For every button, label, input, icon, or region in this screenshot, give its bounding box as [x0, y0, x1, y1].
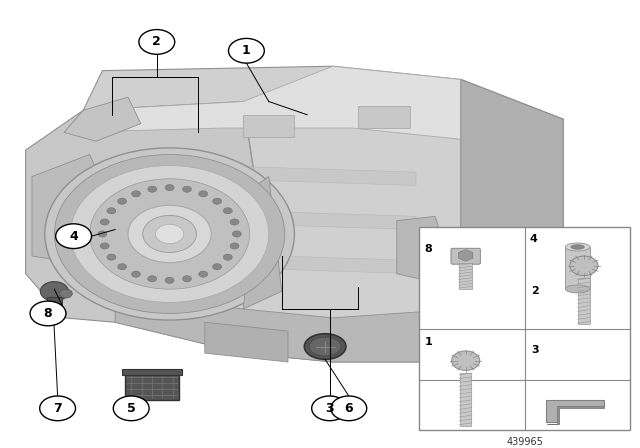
Circle shape	[128, 205, 211, 263]
Circle shape	[230, 243, 239, 249]
Polygon shape	[83, 66, 563, 362]
Circle shape	[331, 396, 367, 421]
Circle shape	[70, 166, 269, 302]
Circle shape	[182, 186, 191, 192]
Circle shape	[143, 215, 196, 253]
Text: 2: 2	[531, 286, 539, 297]
Text: 3: 3	[531, 345, 539, 355]
Polygon shape	[243, 177, 282, 309]
Circle shape	[98, 231, 107, 237]
Circle shape	[90, 179, 250, 289]
Polygon shape	[64, 66, 563, 141]
Polygon shape	[205, 322, 288, 362]
Circle shape	[212, 198, 221, 204]
Circle shape	[148, 276, 157, 282]
Circle shape	[118, 198, 127, 204]
Circle shape	[570, 256, 598, 276]
Circle shape	[100, 243, 109, 249]
Bar	[460, 373, 472, 426]
Polygon shape	[547, 403, 604, 424]
Bar	[47, 297, 62, 305]
Circle shape	[40, 282, 68, 301]
Circle shape	[232, 231, 241, 237]
Circle shape	[165, 185, 174, 191]
Polygon shape	[141, 252, 416, 274]
Circle shape	[132, 191, 141, 197]
Polygon shape	[243, 115, 294, 137]
Circle shape	[312, 396, 348, 421]
Circle shape	[452, 351, 480, 370]
Circle shape	[113, 396, 149, 421]
Bar	[460, 263, 472, 289]
Circle shape	[198, 271, 207, 277]
Circle shape	[223, 208, 232, 214]
Circle shape	[107, 254, 116, 260]
Polygon shape	[358, 106, 410, 128]
Circle shape	[107, 208, 116, 214]
Circle shape	[56, 224, 92, 249]
Ellipse shape	[304, 334, 346, 359]
Text: 439965: 439965	[506, 437, 543, 447]
Circle shape	[45, 148, 294, 320]
Ellipse shape	[566, 243, 590, 251]
Circle shape	[156, 224, 184, 244]
Text: 8: 8	[424, 244, 432, 254]
Ellipse shape	[571, 245, 584, 249]
Text: 1: 1	[242, 44, 251, 57]
Circle shape	[212, 264, 221, 270]
Circle shape	[165, 277, 174, 284]
Circle shape	[100, 219, 109, 225]
Text: 2: 2	[152, 35, 161, 48]
Circle shape	[182, 276, 191, 282]
Circle shape	[198, 191, 207, 197]
Polygon shape	[141, 164, 416, 185]
Ellipse shape	[566, 285, 590, 293]
Text: 1: 1	[424, 337, 432, 347]
Circle shape	[118, 264, 127, 270]
Text: 8: 8	[44, 307, 52, 320]
Ellipse shape	[309, 337, 341, 356]
Circle shape	[40, 396, 76, 421]
Circle shape	[54, 155, 285, 314]
FancyBboxPatch shape	[451, 248, 481, 264]
Text: 4: 4	[69, 230, 78, 243]
Bar	[566, 247, 590, 289]
Polygon shape	[397, 216, 448, 283]
Bar	[419, 227, 630, 431]
Text: 6: 6	[344, 402, 353, 415]
Circle shape	[230, 219, 239, 225]
Polygon shape	[32, 155, 115, 265]
Circle shape	[60, 289, 72, 298]
Polygon shape	[115, 283, 461, 362]
Polygon shape	[461, 79, 563, 362]
Circle shape	[223, 254, 232, 260]
Polygon shape	[64, 97, 141, 141]
FancyBboxPatch shape	[125, 371, 179, 400]
Circle shape	[148, 186, 157, 192]
Bar	[122, 369, 182, 375]
Circle shape	[30, 301, 66, 326]
Text: 4: 4	[529, 233, 537, 244]
Text: 7: 7	[53, 402, 62, 415]
Polygon shape	[26, 102, 256, 322]
Polygon shape	[141, 207, 416, 229]
Text: 3: 3	[325, 402, 334, 415]
Circle shape	[228, 39, 264, 63]
Circle shape	[132, 271, 140, 277]
Bar	[578, 278, 589, 324]
Polygon shape	[546, 400, 604, 422]
Circle shape	[139, 30, 175, 54]
Text: 5: 5	[127, 402, 136, 415]
